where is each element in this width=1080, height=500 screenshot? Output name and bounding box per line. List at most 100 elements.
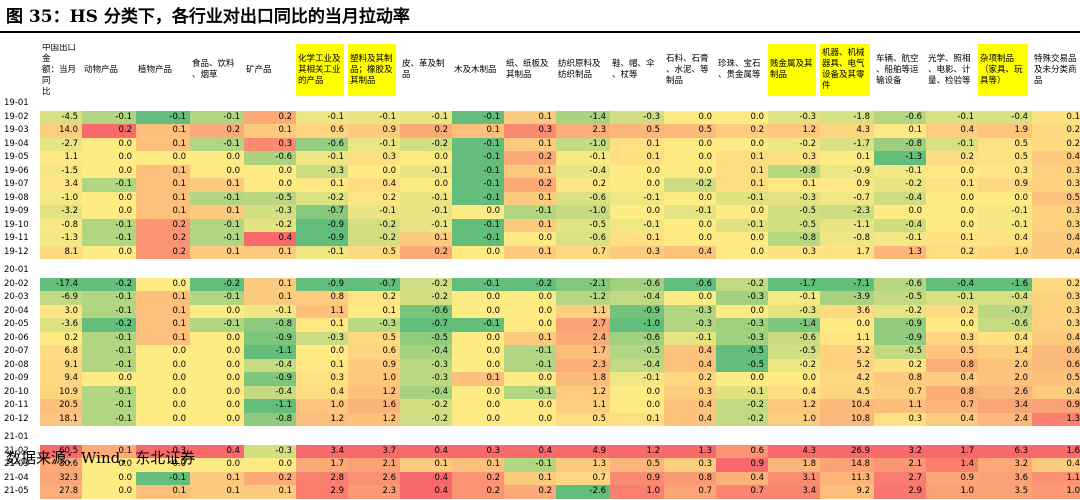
data-cell: 1.8 xyxy=(556,372,610,386)
data-cell: -0.1 xyxy=(348,205,400,219)
data-cell: 0.0 xyxy=(244,178,296,192)
data-cell: -0.1 xyxy=(926,137,978,151)
data-cell: 0.1 xyxy=(400,458,452,472)
data-cell: 0.9 xyxy=(1032,399,1080,413)
data-cell: -0.2 xyxy=(400,291,452,305)
data-cell: 0.4 xyxy=(926,124,978,138)
data-cell: 5.2 xyxy=(820,358,874,372)
data-cell: -0.2 xyxy=(874,304,926,318)
data-cell: 0.3 xyxy=(664,458,716,472)
data-cell: 4.2 xyxy=(820,372,874,386)
data-cell: 1.1 xyxy=(820,331,874,345)
data-cell: -0.1 xyxy=(716,191,768,205)
data-cell: 0.3 xyxy=(452,444,504,458)
data-cell: -0.6 xyxy=(664,277,716,291)
data-cell: 1.0 xyxy=(348,372,400,386)
data-cell: 1.0 xyxy=(978,245,1032,259)
data-cell: -0.1 xyxy=(82,399,136,413)
data-cell: -0.5 xyxy=(768,205,820,219)
data-cell: 1.2 xyxy=(296,412,348,426)
data-cell: -0.2 xyxy=(504,277,556,291)
data-cell: 1.2 xyxy=(768,124,820,138)
data-cell: 0.5 xyxy=(978,137,1032,151)
data-cell: -3.9 xyxy=(820,291,874,305)
data-cell: 0.2 xyxy=(926,151,978,165)
row-label: 19-04 xyxy=(4,138,29,149)
data-cell: -0.3 xyxy=(716,331,768,345)
data-cell: 0.4 xyxy=(768,385,820,399)
row-label: 19-11 xyxy=(4,233,29,243)
data-cell: 0.1 xyxy=(190,245,244,259)
data-cell: 2.6 xyxy=(348,471,400,485)
data-cell: 0.1 xyxy=(136,291,190,305)
data-cell: 0.8 xyxy=(296,291,348,305)
data-cell: 4.9 xyxy=(556,444,610,458)
data-cell: -0.3 xyxy=(768,304,820,318)
data-cell: -0.1 xyxy=(400,164,452,178)
data-cell: 0.0 xyxy=(136,277,190,291)
data-cell: 2.4 xyxy=(556,331,610,345)
data-cell: 0.0 xyxy=(136,458,190,472)
data-cell: -0.1 xyxy=(504,458,556,472)
data-cell: -0.1 xyxy=(82,412,136,426)
data-cell: -0.6 xyxy=(610,277,664,291)
data-cell: -1.7 xyxy=(820,137,874,151)
data-cell: 1.2 xyxy=(348,412,400,426)
data-cell: 0.0 xyxy=(504,399,556,413)
data-cell: 0.1 xyxy=(190,471,244,485)
data-cell: 0.2 xyxy=(244,471,296,485)
data-cell: 0.2 xyxy=(40,331,82,345)
data-cell: 26.9 xyxy=(820,444,874,458)
data-cell: 0.0 xyxy=(136,151,190,165)
data-cell: 1.7 xyxy=(926,444,978,458)
data-cell: -2.1 xyxy=(556,277,610,291)
row-label: 19-01 xyxy=(4,98,29,108)
data-cell: 0.0 xyxy=(926,191,978,205)
data-cell: -0.8 xyxy=(820,232,874,246)
data-cell: 0.0 xyxy=(190,331,244,345)
data-cell: 1.3 xyxy=(556,458,610,472)
data-cell: -0.4 xyxy=(244,385,296,399)
column-header-13: 珍珠、宝石 、贵金属等 xyxy=(718,59,761,80)
data-cell: 0.7 xyxy=(716,485,768,499)
data-cell: 9.4 xyxy=(40,372,82,386)
data-cell: 2.0 xyxy=(978,358,1032,372)
data-cell: 0.1 xyxy=(504,331,556,345)
data-cell: 10.8 xyxy=(820,412,874,426)
data-cell: -0.1 xyxy=(136,110,190,124)
data-cell: -0.9 xyxy=(296,218,348,232)
data-cell: 0.1 xyxy=(1032,110,1080,124)
data-cell: -0.3 xyxy=(610,110,664,124)
data-cell: 0.0 xyxy=(716,205,768,219)
data-cell: -0.9 xyxy=(244,372,296,386)
row-label: 21-05 xyxy=(4,486,29,496)
data-cell: 0.2 xyxy=(244,110,296,124)
data-cell: 0.0 xyxy=(664,110,716,124)
data-cell: -0.1 xyxy=(82,304,136,318)
data-cell: -0.9 xyxy=(610,304,664,318)
data-cell: 3.4 xyxy=(768,485,820,499)
data-cell: -0.1 xyxy=(190,137,244,151)
data-cell: 0.0 xyxy=(136,412,190,426)
data-cell: -0.1 xyxy=(400,218,452,232)
data-cell: -0.1 xyxy=(82,178,136,192)
data-cell: -0.1 xyxy=(296,110,348,124)
data-cell: -0.6 xyxy=(244,151,296,165)
data-cell: -0.1 xyxy=(926,110,978,124)
row-label: 21-01 xyxy=(4,432,29,442)
data-cell: 1.0 xyxy=(926,485,978,499)
data-cell: -0.3 xyxy=(664,318,716,332)
data-cell: 0.8 xyxy=(664,471,716,485)
data-cell: -1.1 xyxy=(244,399,296,413)
data-cell: 1.1 xyxy=(556,304,610,318)
data-cell: 0.0 xyxy=(504,304,556,318)
data-cell: 0.4 xyxy=(400,485,452,499)
data-cell: 0.3 xyxy=(610,245,664,259)
row-label: 19-03 xyxy=(4,125,29,135)
data-cell: 0.0 xyxy=(610,385,664,399)
column-header-2: 植物产品 xyxy=(138,64,173,75)
data-cell: 0.1 xyxy=(136,331,190,345)
data-cell: 0.0 xyxy=(452,331,504,345)
data-cell: -0.9 xyxy=(820,164,874,178)
data-cell: -0.1 xyxy=(716,385,768,399)
